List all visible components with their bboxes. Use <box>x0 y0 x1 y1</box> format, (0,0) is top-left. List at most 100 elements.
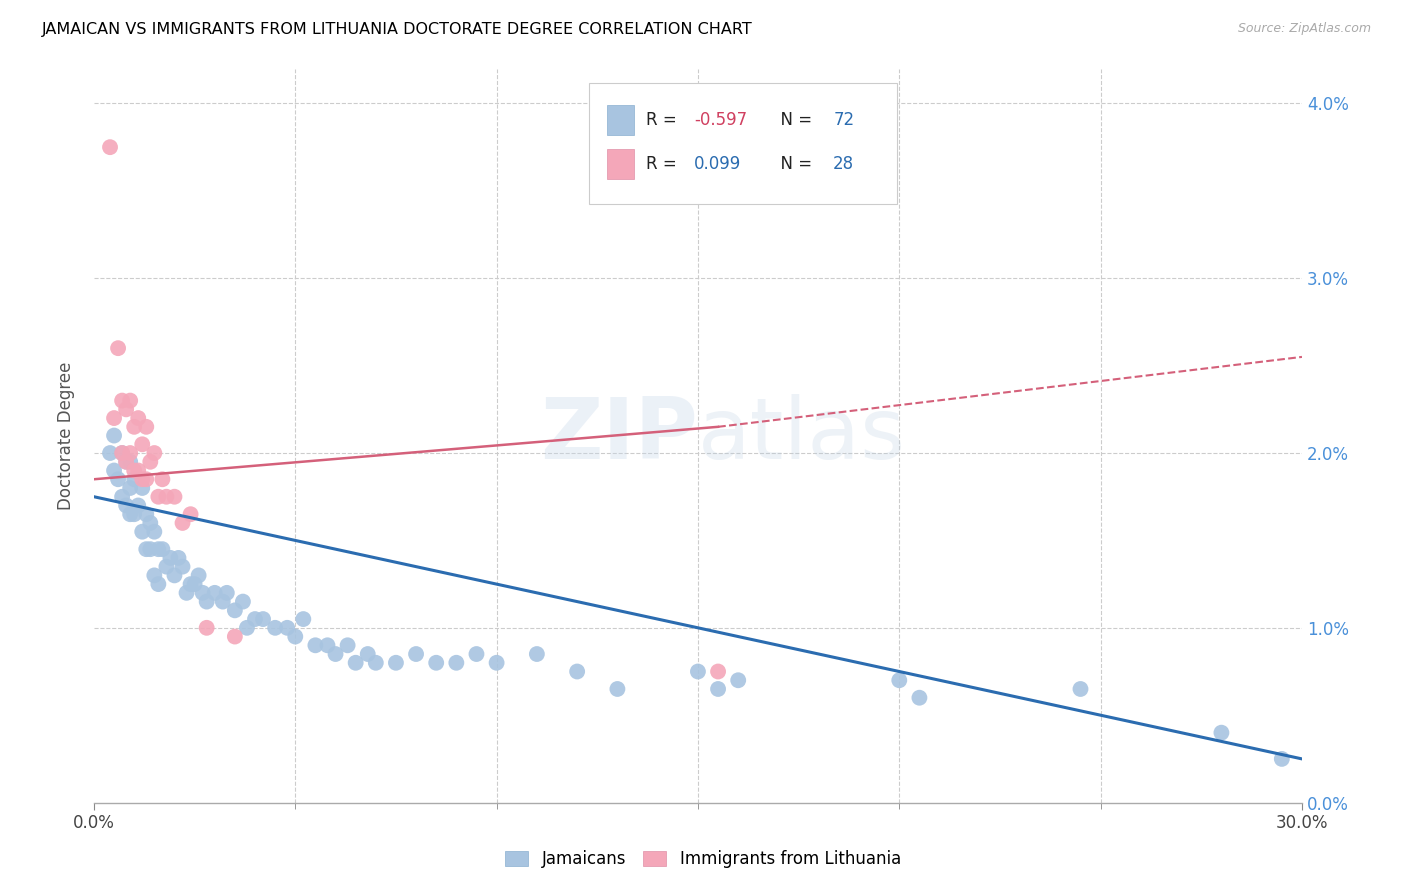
Point <box>195 621 218 635</box>
Point <box>707 681 730 696</box>
Text: -0.597: -0.597 <box>695 111 748 129</box>
Point <box>425 656 447 670</box>
Point <box>107 341 129 355</box>
Point <box>224 603 246 617</box>
Point <box>224 630 246 644</box>
Point <box>172 516 194 530</box>
Point <box>131 524 153 539</box>
Y-axis label: Doctorate Degree: Doctorate Degree <box>58 361 75 509</box>
FancyBboxPatch shape <box>589 83 897 204</box>
Point <box>103 463 125 477</box>
Point <box>155 490 177 504</box>
Point <box>155 559 177 574</box>
Point <box>304 638 326 652</box>
Point <box>686 665 709 679</box>
Point <box>103 411 125 425</box>
Point <box>167 550 190 565</box>
Point <box>159 550 181 565</box>
Point <box>236 621 259 635</box>
Point <box>163 568 186 582</box>
Point <box>111 446 134 460</box>
Point <box>276 621 298 635</box>
Text: Source: ZipAtlas.com: Source: ZipAtlas.com <box>1237 22 1371 36</box>
Point <box>252 612 274 626</box>
Point <box>150 542 173 557</box>
Point <box>325 647 347 661</box>
Point <box>127 411 149 425</box>
FancyBboxPatch shape <box>607 149 634 178</box>
Point <box>1069 681 1091 696</box>
Point <box>143 568 166 582</box>
Point <box>148 490 170 504</box>
Point <box>120 455 142 469</box>
Point <box>131 481 153 495</box>
Point <box>163 490 186 504</box>
Point <box>405 647 427 661</box>
Text: atlas: atlas <box>697 394 905 477</box>
Point <box>98 446 121 460</box>
Point <box>292 612 315 626</box>
Point <box>139 516 162 530</box>
Point <box>195 594 218 608</box>
Point <box>316 638 339 652</box>
Point <box>143 446 166 460</box>
Point <box>111 490 134 504</box>
Point <box>98 140 121 154</box>
Point <box>264 621 287 635</box>
Text: R =: R = <box>645 111 682 129</box>
Point <box>176 586 198 600</box>
Point <box>103 428 125 442</box>
Point <box>364 656 387 670</box>
Point <box>336 638 359 652</box>
Point <box>211 594 233 608</box>
Point <box>131 472 153 486</box>
Point <box>111 393 134 408</box>
Point <box>889 673 911 688</box>
Point <box>115 455 138 469</box>
Point <box>606 681 628 696</box>
Point <box>485 656 508 670</box>
Point <box>150 472 173 486</box>
Point <box>204 586 226 600</box>
Point <box>148 542 170 557</box>
Point <box>139 542 162 557</box>
Point <box>115 402 138 417</box>
Point <box>465 647 488 661</box>
Point <box>180 507 202 521</box>
FancyBboxPatch shape <box>607 105 634 135</box>
Point <box>143 524 166 539</box>
Point <box>172 559 194 574</box>
Text: 28: 28 <box>834 155 855 173</box>
Text: 72: 72 <box>834 111 855 129</box>
Point <box>135 419 157 434</box>
Point <box>122 472 145 486</box>
Point <box>115 499 138 513</box>
Point <box>727 673 749 688</box>
Text: JAMAICAN VS IMMIGRANTS FROM LITHUANIA DOCTORATE DEGREE CORRELATION CHART: JAMAICAN VS IMMIGRANTS FROM LITHUANIA DO… <box>42 22 754 37</box>
Point <box>148 577 170 591</box>
Point <box>526 647 548 661</box>
Point <box>120 507 142 521</box>
Point <box>232 594 254 608</box>
Text: N =: N = <box>770 155 818 173</box>
Point <box>131 437 153 451</box>
Point <box>707 665 730 679</box>
Point <box>385 656 408 670</box>
Point <box>357 647 380 661</box>
Point <box>139 455 162 469</box>
Point <box>191 586 214 600</box>
Point <box>135 507 157 521</box>
Point <box>180 577 202 591</box>
Point <box>446 656 468 670</box>
Point <box>908 690 931 705</box>
Point <box>122 419 145 434</box>
Point <box>135 472 157 486</box>
Point <box>187 568 209 582</box>
Point <box>115 455 138 469</box>
Point <box>183 577 205 591</box>
Legend: Jamaicans, Immigrants from Lithuania: Jamaicans, Immigrants from Lithuania <box>499 844 907 875</box>
Text: R =: R = <box>645 155 682 173</box>
Point <box>565 665 588 679</box>
Point <box>120 393 142 408</box>
Point <box>1271 752 1294 766</box>
